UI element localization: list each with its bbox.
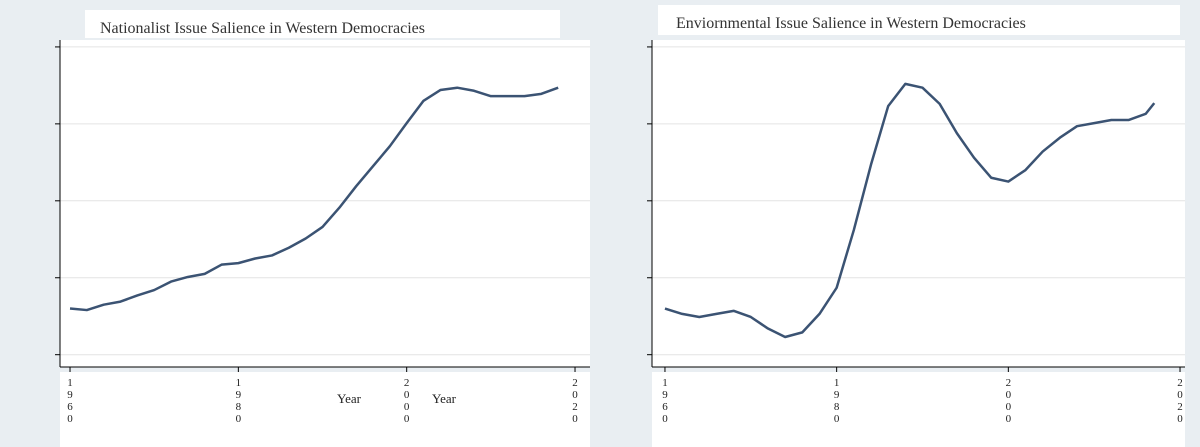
x-axis-label: Year bbox=[337, 391, 362, 406]
title-box bbox=[85, 10, 560, 38]
line bbox=[664, 82, 1156, 339]
x-label-strip bbox=[60, 372, 590, 447]
plot-area bbox=[60, 40, 590, 367]
x-tick-label: 1980 bbox=[831, 377, 843, 425]
x-tick-label: 1980 bbox=[232, 377, 244, 425]
x-axis-label: Year bbox=[432, 391, 457, 406]
x-tick-label: 2020 bbox=[1174, 377, 1186, 425]
x-tick-label: 1960 bbox=[659, 377, 671, 425]
title-box bbox=[658, 5, 1180, 35]
x-tick-label: 1960 bbox=[64, 377, 76, 425]
x-tick-label: 2020 bbox=[569, 377, 581, 425]
x-label-strip bbox=[652, 372, 1185, 447]
plot-area bbox=[652, 40, 1185, 367]
x-tick-label: 2000 bbox=[1002, 377, 1014, 425]
chart-title: Enviornmental Issue Salience in Western … bbox=[676, 15, 1026, 32]
chart-title: Nationalist Issue Salience in Western De… bbox=[100, 20, 425, 37]
x-tick-label: 2000 bbox=[401, 377, 413, 425]
line bbox=[69, 86, 559, 312]
